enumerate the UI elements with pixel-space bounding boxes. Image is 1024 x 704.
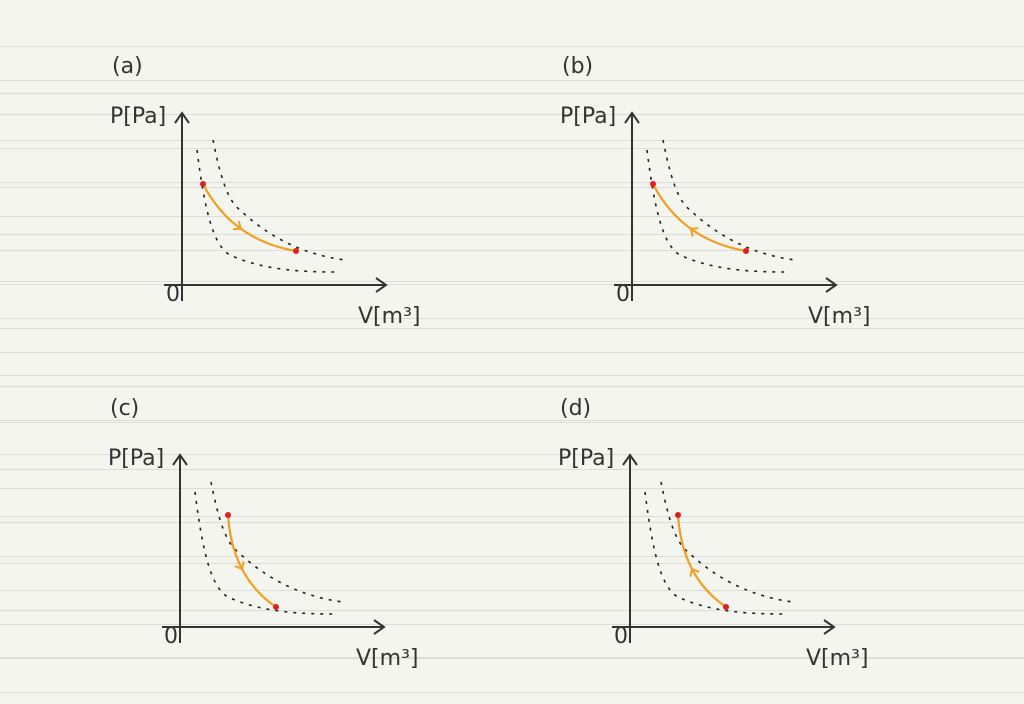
state-point [723,604,729,610]
pv-panel: (a) P[Pa] V[m³] 0 [110,54,420,329]
direction-arrow [232,220,243,231]
pv-panel: (d) P[Pa] V[m³] 0 [558,396,868,671]
y-axis-label: P[Pa] [558,446,614,471]
y-axis-label: P[Pa] [560,104,616,129]
x-arrow [375,277,388,293]
state-point [675,512,681,518]
x-axis-label: V[m³] [806,646,868,671]
panel-label: (a) [112,54,143,79]
origin-label: 0 [164,624,178,649]
state-point [743,248,749,254]
isotherm-low [194,491,334,615]
pv-panel: (c) P[Pa] V[m³] 0 [108,396,418,671]
pv-panel: (b) P[Pa] V[m³] 0 [560,54,870,329]
y-arrow [624,111,640,124]
x-axis-label: V[m³] [358,304,420,329]
x-arrow [373,619,386,635]
y-arrow [172,453,188,466]
origin-label: 0 [616,282,630,307]
state-point [273,604,279,610]
y-arrow [174,111,190,124]
isotherm-high [212,139,346,261]
state-point [200,181,206,187]
panel-label: (c) [110,396,139,421]
direction-arrow [689,227,699,237]
direction-arrow [234,561,245,571]
process-curve [676,514,727,608]
y-axis-label: P[Pa] [108,446,164,471]
x-arrow [825,277,838,293]
x-axis-label: V[m³] [356,646,418,671]
state-point [293,248,299,254]
x-arrow [823,619,836,635]
origin-label: 0 [614,624,628,649]
isotherm-high [210,481,344,603]
process-curve [226,514,277,608]
isotherm-high [662,139,796,261]
x-axis-label: V[m³] [808,304,870,329]
y-arrow [622,453,638,466]
y-axis-label: P[Pa] [110,104,166,129]
isotherm-high [660,481,794,603]
state-point [650,181,656,187]
isotherm-low [196,149,336,273]
isotherm-low [646,149,786,273]
origin-label: 0 [166,282,180,307]
panel-label: (d) [560,396,591,421]
direction-arrow [689,567,700,577]
isotherm-low [644,491,784,615]
state-point [225,512,231,518]
panel-label: (b) [562,54,593,79]
